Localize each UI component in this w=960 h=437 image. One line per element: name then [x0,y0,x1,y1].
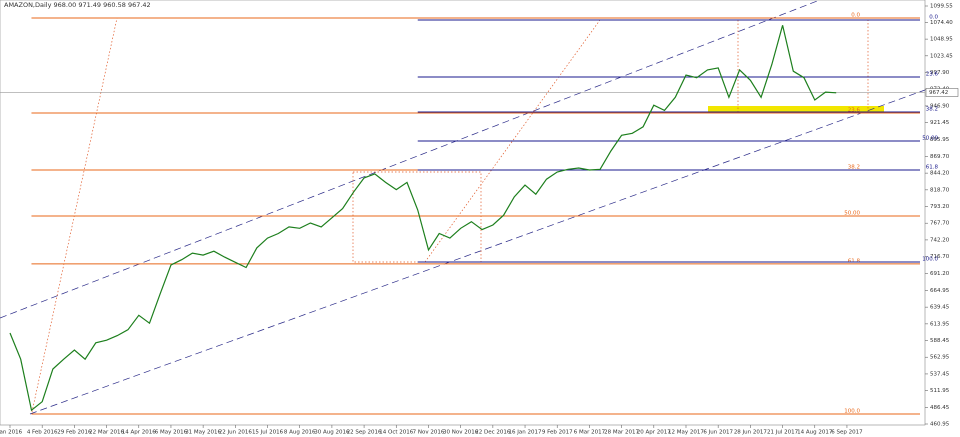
x-tick-label: 28 Jun 2017 [734,430,768,436]
fib-label: 100.0 [922,256,938,262]
y-tick-label: 639.45 [930,305,950,311]
last-price-label: 967.42 [929,90,948,96]
fib-label: 38.2 [848,164,860,170]
y-tick-label: 818.70 [930,187,950,193]
last-price-box [925,88,959,97]
x-tick-label: 6 Sep 2017 [831,430,863,436]
x-tick-label: 30 Nov 2016 [443,430,479,436]
x-tick-label: 22 Jun 2016 [219,430,253,436]
y-tick-label: 511.95 [930,388,950,394]
y-tick-label: 1074.40 [930,20,953,26]
x-tick-label: 9 Feb 2017 [542,430,573,436]
x-tick-label: 28 Mar 2017 [604,430,639,436]
y-tick-label: 537.45 [930,371,950,377]
y-tick-label: 460.95 [930,422,950,428]
x-tick-label: 15 Jul 2016 [252,430,284,436]
y-tick-label: 613.95 [930,321,950,327]
y-tick-label: 997.90 [930,70,950,76]
y-tick-label: 869.70 [930,154,950,160]
x-tick-label: 22 Mar 2016 [89,430,124,436]
x-tick-label: 12 May 2017 [668,430,704,436]
plot-area [0,0,926,426]
highlight-zone [708,106,884,113]
x-tick-label: 14 Aug 2017 [797,430,833,436]
x-tick-label: 30 Aug 2016 [314,430,350,436]
y-tick-label: 1099.55 [930,4,953,10]
y-tick-label: 921.45 [930,120,950,126]
y-tick-label: 716.70 [930,254,950,260]
y-tick-label: 486.45 [930,405,950,411]
price-line [9,25,837,412]
x-tick-label: 16 Jan 2017 [509,430,542,436]
fib-label: 0.0 [929,14,938,20]
x-tick-label: 6 May 2016 [155,430,188,436]
y-tick-label: 562.95 [930,355,950,361]
fib-label: 0.0 [851,13,860,19]
chart-title: AMAZON,Daily 968.00 971.49 960.58 967.42 [4,1,151,9]
fib-label: 100.0 [844,408,860,414]
x-tick-label: 7 Nov 2016 [413,430,445,436]
x-tick-label: 8 Aug 2016 [284,430,316,436]
y-tick-label: 844.20 [930,171,950,177]
x-tick-label: 14 Apr 2016 [122,430,157,436]
fib-label: 50.00 [922,136,938,142]
x-tick-label: 14 Oct 2016 [379,430,414,436]
y-tick-label: 1023.45 [930,53,953,59]
x-tick-label: 6 Jun 2017 [703,430,733,436]
x-tick-label: 6 Mar 2017 [574,430,606,436]
fib-label: 23.6 [926,71,939,77]
y-tick-label: 691.20 [930,271,950,277]
x-tick-label: 20 Apr 2017 [637,430,672,436]
y-tick-label: 588.45 [930,338,950,344]
x-tick-label: Jan 2016 [0,430,23,436]
fib-label: 50.00 [844,210,860,216]
y-tick-label: 793.20 [930,204,950,210]
y-tick-label: 742.20 [930,237,950,243]
x-tick-label: 4 Feb 2016 [27,430,58,436]
y-tick-label: 895.95 [930,137,950,143]
x-tick-label: 29 Feb 2016 [57,430,92,436]
fib-label: 61.8 [848,258,861,264]
x-tick-label: 31 May 2016 [185,430,221,436]
y-tick-label: 664.95 [930,288,950,294]
y-tick-label: 1048.95 [930,37,953,43]
fib-label: 38.2 [926,107,938,113]
x-tick-label: 22 Sep 2016 [347,430,382,436]
fib-label: 61.8 [926,164,939,170]
y-tick-label: 767.70 [930,221,950,227]
fib-label: 23.6 [848,107,861,113]
x-tick-label: 22 Dec 2016 [475,430,511,436]
x-tick-label: 21 Jul 2017 [767,430,799,436]
y-tick-label: 946.90 [930,103,950,109]
